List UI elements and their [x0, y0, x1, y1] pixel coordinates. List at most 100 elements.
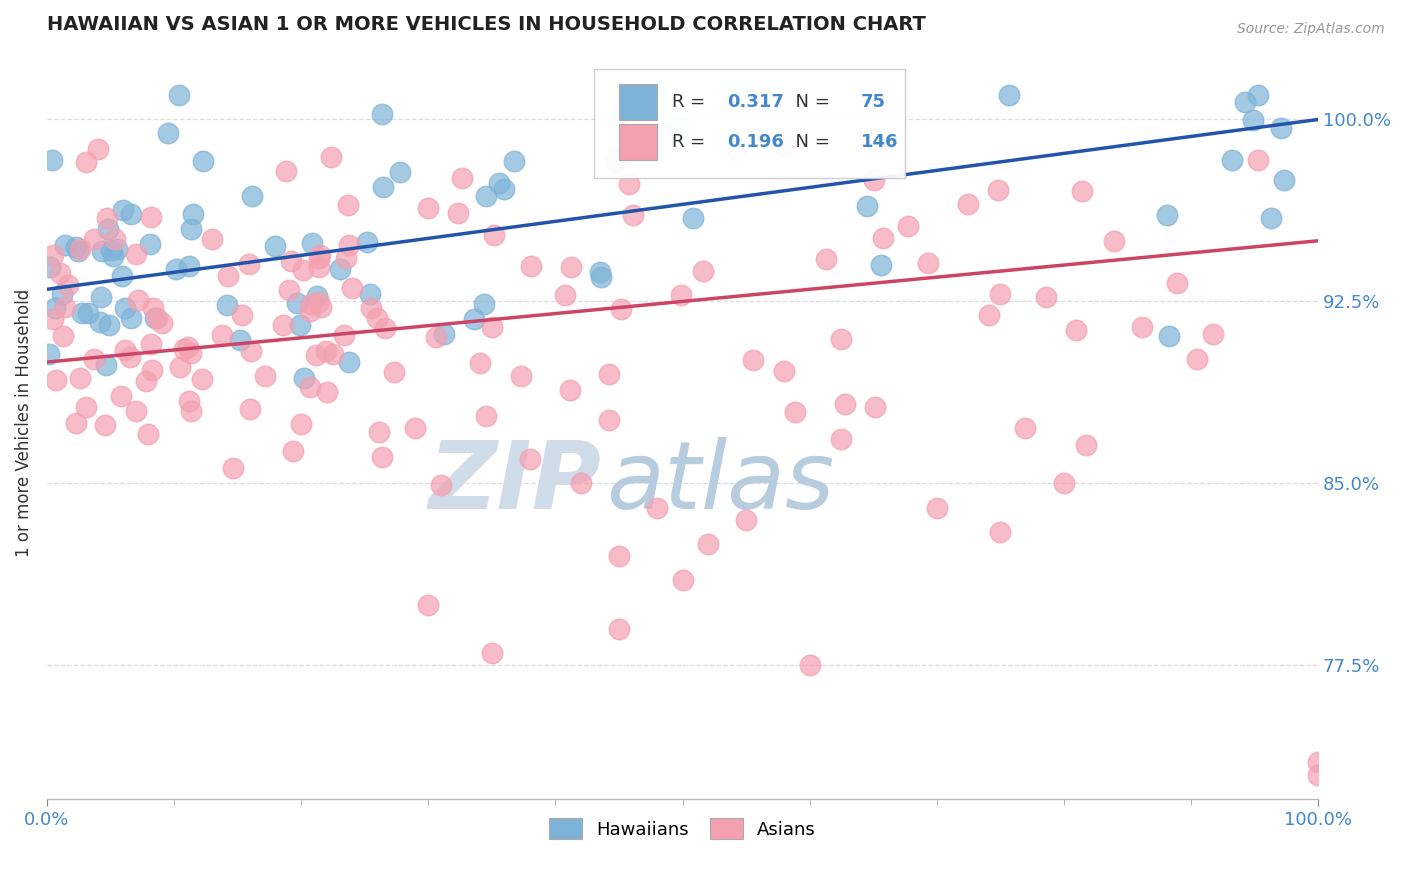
Text: R =: R =	[672, 93, 711, 111]
Point	[239, 343, 262, 358]
Point	[605, 153, 627, 168]
Text: ZIP: ZIP	[429, 437, 602, 529]
Point	[291, 262, 314, 277]
Point	[39, 260, 62, 274]
Point	[1272, 173, 1295, 187]
Point	[481, 320, 503, 334]
Point	[1156, 208, 1178, 222]
Point	[870, 258, 893, 272]
Point	[337, 355, 360, 369]
Point	[863, 401, 886, 415]
Point	[418, 598, 440, 612]
Point	[280, 253, 302, 268]
Point	[271, 318, 294, 333]
Point	[141, 301, 163, 315]
Point	[1185, 352, 1208, 367]
Point	[1234, 95, 1257, 110]
Point	[356, 235, 378, 249]
Point	[519, 452, 541, 467]
Point	[299, 304, 322, 318]
Point	[125, 247, 148, 261]
Point	[988, 287, 1011, 301]
Bar	[619, 124, 657, 161]
Point	[815, 252, 838, 266]
Point	[735, 513, 758, 527]
Point	[1247, 153, 1270, 168]
Point	[222, 461, 245, 475]
Point	[179, 394, 201, 409]
Point	[666, 121, 689, 136]
Point	[374, 320, 396, 334]
Point	[589, 270, 612, 285]
Point	[51, 287, 73, 301]
Point	[621, 208, 644, 222]
Point	[1308, 756, 1330, 770]
Point	[100, 243, 122, 257]
Point	[150, 317, 173, 331]
Point	[1157, 329, 1180, 343]
Point	[120, 311, 142, 326]
Point	[472, 297, 495, 311]
Point	[239, 401, 262, 416]
Text: 0.317: 0.317	[727, 93, 785, 111]
Point	[211, 327, 233, 342]
Point	[309, 300, 332, 314]
Point	[96, 211, 118, 225]
FancyBboxPatch shape	[593, 70, 905, 178]
Point	[371, 107, 394, 121]
Point	[53, 238, 76, 252]
Point	[38, 347, 60, 361]
Point	[277, 283, 299, 297]
Text: atlas: atlas	[606, 437, 835, 528]
Point	[240, 189, 263, 203]
Y-axis label: 1 or more Vehicles in Household: 1 or more Vehicles in Household	[15, 289, 32, 557]
Point	[309, 248, 332, 262]
Point	[96, 358, 118, 372]
Point	[503, 153, 526, 168]
Point	[1035, 290, 1057, 304]
Point	[368, 425, 391, 440]
Point	[388, 164, 411, 178]
Point	[607, 549, 630, 564]
Legend: Hawaiians, Asians: Hawaiians, Asians	[541, 811, 823, 847]
Point	[183, 207, 205, 221]
Point	[294, 370, 316, 384]
Point	[42, 312, 65, 326]
Point	[69, 371, 91, 385]
Point	[1246, 88, 1268, 103]
Point	[141, 363, 163, 377]
Point	[917, 255, 939, 269]
Point	[315, 343, 337, 358]
Point	[191, 372, 214, 386]
Point	[384, 365, 406, 379]
Point	[66, 244, 89, 259]
Point	[475, 409, 498, 424]
Point	[180, 404, 202, 418]
Point	[560, 260, 582, 274]
Point	[319, 150, 342, 164]
Point	[104, 232, 127, 246]
Point	[856, 199, 879, 213]
Point	[315, 384, 337, 399]
Point	[301, 235, 323, 250]
Point	[569, 476, 592, 491]
Point	[298, 380, 321, 394]
Point	[329, 262, 352, 277]
Point	[481, 646, 503, 660]
Point	[977, 308, 1000, 322]
Point	[482, 228, 505, 243]
Point	[124, 404, 146, 418]
Point	[359, 287, 381, 301]
Point	[598, 413, 620, 427]
Point	[167, 88, 190, 103]
Point	[645, 500, 668, 515]
Point	[998, 88, 1021, 103]
Point	[463, 312, 485, 326]
Text: N =: N =	[785, 133, 835, 151]
Point	[612, 106, 634, 120]
Point	[335, 251, 357, 265]
Point	[70, 306, 93, 320]
Point	[56, 277, 79, 292]
Point	[447, 206, 470, 220]
Point	[231, 308, 253, 322]
